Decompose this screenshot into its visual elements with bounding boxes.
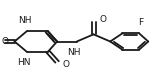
Text: HN: HN (17, 58, 30, 67)
Text: O: O (63, 60, 70, 69)
Text: NH: NH (67, 48, 81, 57)
Text: O: O (1, 37, 8, 46)
Text: NH: NH (18, 16, 32, 25)
Text: F: F (138, 18, 143, 27)
Text: O: O (99, 15, 106, 24)
